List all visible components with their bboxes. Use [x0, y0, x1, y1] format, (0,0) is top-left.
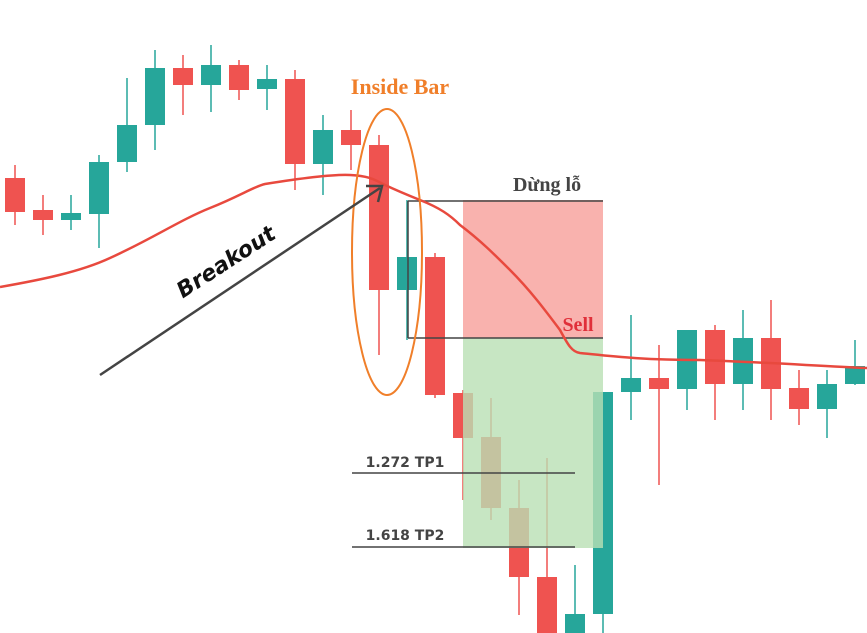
candle-body: [201, 65, 221, 85]
candle-body: [425, 257, 445, 395]
candle-body: [789, 388, 809, 409]
candle-body: [341, 130, 361, 145]
candle-body: [817, 384, 837, 409]
breakout-arrow: [99, 186, 381, 377]
candle-body: [61, 213, 81, 220]
candle-body: [649, 378, 669, 389]
inside-bar-ellipse: [351, 108, 423, 396]
stop-loss-label: Dừng lỗ: [513, 174, 581, 196]
take-profit-zone: [463, 338, 603, 548]
candle-body: [33, 210, 53, 220]
candle-body: [173, 68, 193, 85]
candle-body: [369, 145, 389, 290]
candles: [5, 45, 865, 633]
candle-body: [397, 257, 417, 290]
candle-body: [565, 614, 585, 633]
candle-body: [537, 577, 557, 633]
candle-body: [313, 130, 333, 164]
candle-body: [621, 378, 641, 392]
candle-body: [705, 330, 725, 384]
candle-body: [285, 79, 305, 164]
candle-body: [145, 68, 165, 125]
inside-bar-label: Inside Bar: [351, 74, 450, 99]
sell-label: Sell: [562, 314, 594, 336]
candle-body: [89, 162, 109, 214]
arrow-head: [366, 184, 384, 203]
stop-loss-zone: [463, 200, 603, 338]
tp1-label: 1.272 TP1: [366, 455, 445, 471]
candle-body: [229, 65, 249, 90]
candle-body: [845, 366, 865, 384]
candle-body: [5, 178, 25, 212]
candle-body: [257, 79, 277, 89]
tp2-label: 1.618 TP2: [366, 528, 445, 544]
candle-body: [117, 125, 137, 162]
